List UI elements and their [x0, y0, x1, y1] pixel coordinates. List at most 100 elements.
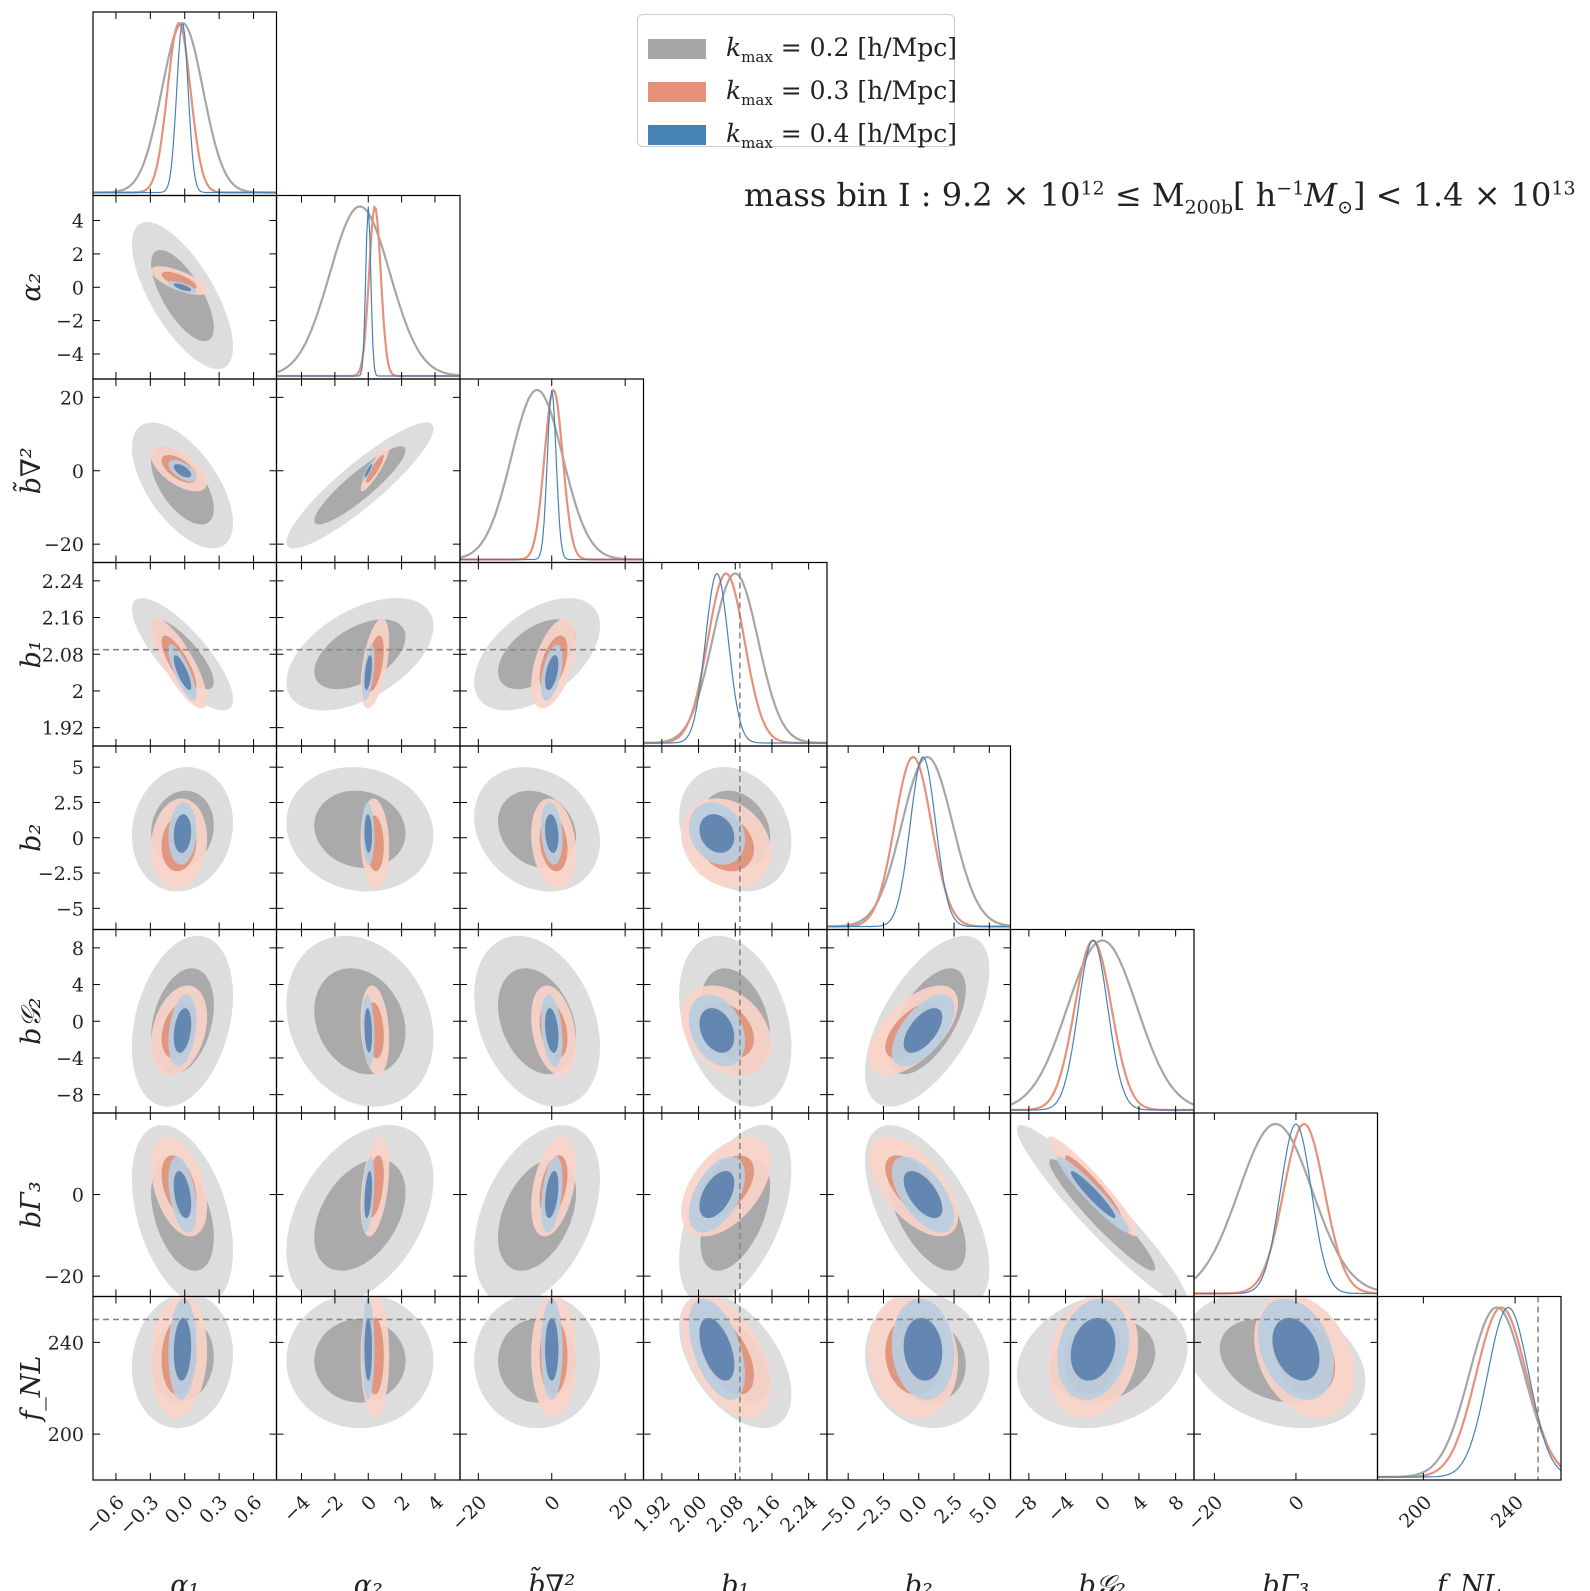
panel-content: [827, 755, 1011, 928]
x-tick-label: 0.3: [195, 1491, 232, 1528]
y-tick-label: 200: [48, 1424, 84, 1446]
panel-content: [93, 1296, 277, 1429]
contour-inner-2: [903, 1171, 943, 1219]
panel-content: [679, 746, 792, 930]
panel-b2-b1: [642, 745, 828, 931]
panel-content: [286, 422, 434, 549]
marginal-curve-0: [1377, 1306, 1561, 1479]
x-tick-label: 0: [1091, 1491, 1115, 1515]
y-axis-label: b₁: [16, 640, 47, 668]
panel-fNL-b_nabla2: −20 0 20b̃∇²: [447, 1295, 645, 1591]
panel-b1-b1: [642, 561, 828, 747]
panel-content: [131, 422, 233, 549]
x-tick-label: 0: [1285, 1491, 1309, 1515]
x-tick-label: −5.0: [813, 1491, 861, 1539]
panel-content: [276, 598, 460, 711]
panel-bG2-b2: [826, 928, 1012, 1114]
marginal-curve-0: [460, 388, 644, 561]
contour-inner-2: [173, 1317, 192, 1381]
panel-bGamma3-b1: [642, 1112, 828, 1298]
panel-content: [131, 222, 233, 370]
y-tick-label: 2.16: [42, 608, 84, 630]
y-tick-label: −4: [56, 1048, 84, 1070]
marginal-curve-1: [643, 572, 827, 745]
y-axis-label: b̃∇²: [12, 447, 47, 494]
legend-swatch-0: [648, 39, 706, 59]
panel-b1-b_nabla2: [459, 561, 645, 747]
marginal-curve-1: [93, 21, 277, 194]
panel-content: [276, 1296, 460, 1429]
marginal-curve-2: [827, 756, 1011, 928]
contour-inner-2: [173, 655, 192, 690]
contour-inner-2: [903, 1008, 943, 1053]
contour-inner-2: [364, 1008, 373, 1053]
panel-content: [131, 1125, 233, 1297]
y-tick-label: 2.08: [42, 644, 84, 666]
x-axis-label: b̃∇²: [528, 1566, 575, 1591]
marginal-curve-0: [827, 756, 1011, 928]
x-tick-label: 200: [1395, 1491, 1436, 1532]
panel-content: [865, 1125, 990, 1297]
x-tick-label: 2.08: [703, 1491, 748, 1536]
y-tick-label: 0: [72, 277, 84, 299]
panel-alpha2-alpha2: [275, 194, 461, 380]
marginal-curve-0: [643, 572, 827, 744]
x-tick-label: 2: [390, 1491, 414, 1515]
panel-content: [460, 598, 644, 711]
panel-bGamma3-alpha2: [275, 1112, 461, 1298]
panel-b2-b2: [826, 745, 1012, 931]
y-tick-label: 2: [72, 681, 84, 703]
x-tick-label: 0.0: [895, 1491, 932, 1528]
panel-bG2-bG2: [1009, 928, 1195, 1114]
x-tick-label: 8: [1164, 1491, 1188, 1515]
contour-inner-2: [173, 1008, 192, 1053]
x-axis-label: bΓ₃: [1262, 1570, 1309, 1591]
x-tick-label: −20: [447, 1491, 491, 1535]
contour-inner-2: [545, 1171, 559, 1219]
y-tick-label: −20: [44, 1266, 84, 1288]
panel-content: [1016, 1125, 1188, 1297]
y-tick-label: −20: [44, 534, 84, 556]
legend-entry: kmax = 0.2 [h/Mpc]: [648, 32, 957, 66]
panel-alpha2-alpha1: −4 −2 0 2 4 α₂: [16, 194, 278, 380]
panel-alpha1-alpha1: [92, 11, 278, 197]
contour-inner-2: [364, 464, 373, 478]
x-tick-label: 4: [1128, 1491, 1152, 1515]
contour-inner-2: [699, 814, 735, 853]
y-tick-label: 2.24: [42, 571, 84, 593]
y-axis-label: b𝒢₂: [16, 998, 47, 1045]
marginal-curve-1: [1010, 939, 1194, 1112]
panel-fNL-b2: −5.0−2.50.02.55.0 b₂: [813, 1295, 1012, 1591]
contour-inner-1: [366, 455, 384, 483]
contour-inner-2: [173, 283, 192, 292]
panel-content: [1010, 939, 1194, 1112]
panel-bG2-b_nabla2: [459, 928, 645, 1114]
panel-frame: [1193, 1112, 1379, 1298]
x-tick-label: 2.16: [739, 1491, 784, 1536]
y-tick-label: −4: [56, 344, 84, 366]
panel-content: [460, 1296, 644, 1429]
panel-content: [460, 388, 644, 561]
panel-content: [643, 562, 827, 746]
panel-bGamma3-bG2: [1009, 1112, 1195, 1298]
x-tick-label: 0: [541, 1491, 565, 1515]
marginal-curve-2: [643, 572, 827, 744]
y-tick-label: −2.5: [38, 863, 84, 885]
panel-b_nabla2-b_nabla2: [459, 378, 645, 564]
contour-inner-2: [1272, 1317, 1320, 1381]
panel-bGamma3-b2: [826, 1112, 1012, 1298]
contour-inner-2: [364, 1171, 373, 1219]
y-tick-label: 4: [72, 211, 84, 233]
contour-inner-2: [545, 655, 559, 690]
panel-content: [131, 935, 233, 1107]
marginal-curve-1: [827, 755, 1011, 928]
x-tick-label: 2.24: [776, 1491, 821, 1536]
panel-content: [474, 767, 600, 892]
marginal-curve-2: [1377, 1307, 1561, 1478]
contour-inner-2: [364, 1317, 373, 1381]
panel-content: [286, 767, 434, 892]
x-tick-label: −8: [1006, 1491, 1041, 1526]
x-tick-label: −2.5: [848, 1491, 896, 1539]
panel-content: [679, 929, 792, 1113]
